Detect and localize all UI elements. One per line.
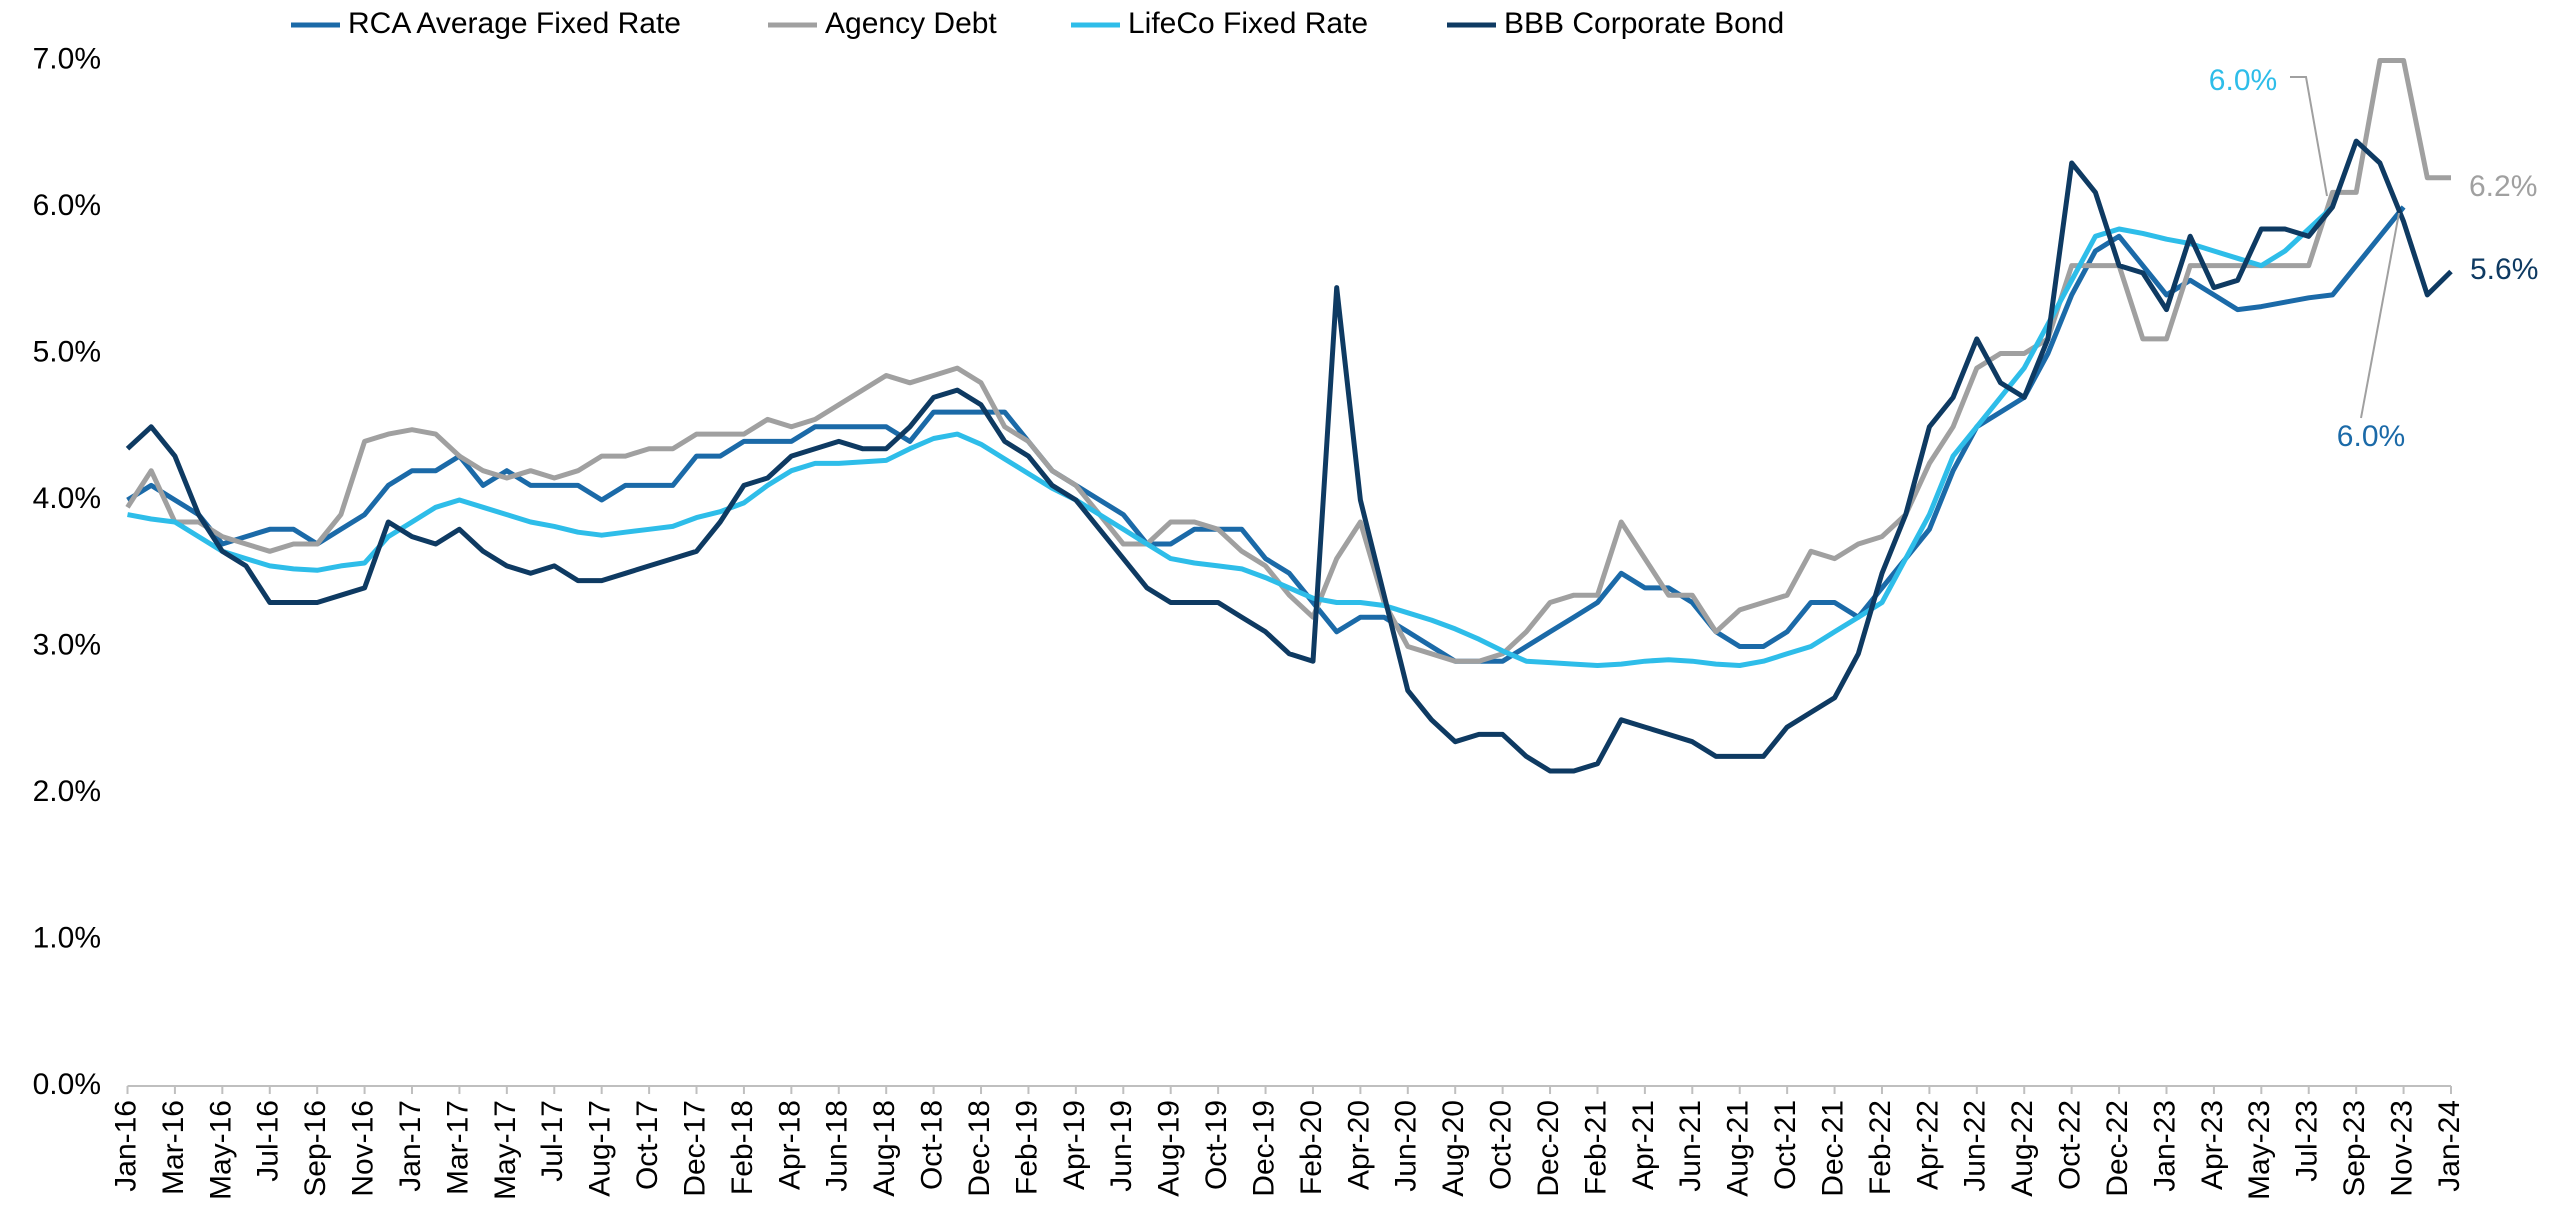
- series-line: [125, 138, 2453, 774]
- x-tick-label: Sep-23: [2338, 1100, 2371, 1197]
- x-tick-label: Apr-21: [1627, 1100, 1660, 1190]
- x-tick-label: Apr-22: [1911, 1100, 1944, 1190]
- x-tick-label: Nov-23: [2386, 1100, 2419, 1197]
- legend-label: LifeCo Fixed Rate: [1128, 7, 1368, 40]
- x-tick-label: Aug-18: [868, 1100, 901, 1197]
- x-tick-label: Mar-17: [441, 1100, 474, 1195]
- x-tick-label: Mar-16: [157, 1100, 190, 1195]
- x-tick-label: Jul-17: [536, 1100, 569, 1182]
- x-tick-label: Oct-17: [631, 1100, 664, 1190]
- x-tick-label: Feb-19: [1010, 1100, 1043, 1195]
- x-tick-label: Oct-22: [2054, 1100, 2087, 1190]
- x-tick-label: May-23: [2243, 1100, 2276, 1200]
- x-tick-label: Jan-24: [2433, 1100, 2466, 1192]
- x-tick-label: Jun-18: [821, 1100, 854, 1192]
- y-tick-label: 1.0%: [33, 921, 101, 954]
- annotation-leader: [2360, 212, 2400, 419]
- annotation: 6.2%: [2469, 170, 2537, 203]
- x-tick-label: Dec-20: [1532, 1100, 1565, 1197]
- x-tick-label: Oct-21: [1769, 1100, 1802, 1190]
- x-tick-label: Feb-21: [1579, 1100, 1612, 1195]
- x-tick-label: Jan-23: [2148, 1100, 2181, 1192]
- annotation-leader: [2290, 76, 2328, 197]
- series-line: [127, 205, 2335, 668]
- y-tick-label: 5.0%: [33, 335, 101, 368]
- x-tick-label: Oct-20: [1485, 1100, 1518, 1190]
- x-tick-label: Oct-19: [1200, 1100, 1233, 1190]
- x-tick-label: Dec-19: [1247, 1100, 1280, 1197]
- x-tick-label: Aug-22: [2006, 1100, 2039, 1197]
- legend-label: RCA Average Fixed Rate: [348, 7, 681, 40]
- x-tick-label: Feb-18: [726, 1100, 759, 1195]
- x-tick-label: Oct-18: [916, 1100, 949, 1190]
- legend-label: Agency Debt: [825, 7, 997, 40]
- x-tick-label: Jun-20: [1390, 1100, 1423, 1192]
- x-tick-label: Aug-20: [1437, 1100, 1470, 1197]
- x-tick-label: Nov-16: [347, 1100, 380, 1197]
- x-tick-label: Dec-22: [2101, 1100, 2134, 1197]
- x-tick-label: Jan-16: [109, 1100, 142, 1192]
- x-tick-label: Feb-20: [1295, 1100, 1328, 1195]
- x-tick-label: Dec-21: [1816, 1100, 1849, 1197]
- annotation: 6.0%: [2337, 420, 2405, 453]
- y-tick-label: 6.0%: [33, 189, 101, 222]
- legend-label: BBB Corporate Bond: [1504, 7, 1784, 40]
- x-tick-label: Apr-23: [2196, 1100, 2229, 1190]
- x-tick-label: Aug-17: [584, 1100, 617, 1197]
- x-tick-label: Aug-21: [1722, 1100, 1755, 1197]
- x-tick-label: May-17: [489, 1100, 522, 1200]
- x-tick-label: Aug-19: [1153, 1100, 1186, 1197]
- x-tick-label: Sep-16: [299, 1100, 332, 1197]
- y-tick-label: 0.0%: [33, 1068, 101, 1101]
- x-tick-label: Feb-22: [1864, 1100, 1897, 1195]
- y-tick-label: 2.0%: [33, 775, 101, 808]
- x-tick-label: Dec-18: [963, 1100, 996, 1197]
- x-tick-label: Jun-21: [1674, 1100, 1707, 1192]
- x-tick-label: Apr-20: [1342, 1100, 1375, 1190]
- y-tick-label: 7.0%: [33, 42, 101, 75]
- annotation: 5.6%: [2470, 253, 2538, 286]
- y-tick-label: 4.0%: [33, 482, 101, 515]
- annotation: 6.0%: [2209, 64, 2277, 97]
- x-tick-label: Jul-16: [252, 1100, 285, 1182]
- series-line: [126, 205, 2406, 664]
- x-tick-label: Dec-17: [678, 1100, 711, 1197]
- x-tick-label: Jun-22: [1959, 1100, 1992, 1192]
- x-tick-label: Jul-23: [2291, 1100, 2324, 1182]
- x-tick-label: May-16: [204, 1100, 237, 1200]
- y-tick-label: 3.0%: [33, 628, 101, 661]
- x-tick-label: Apr-19: [1058, 1100, 1091, 1190]
- x-tick-label: Jun-19: [1105, 1100, 1138, 1192]
- x-tick-label: Apr-18: [773, 1100, 806, 1190]
- x-tick-label: Jan-17: [394, 1100, 427, 1192]
